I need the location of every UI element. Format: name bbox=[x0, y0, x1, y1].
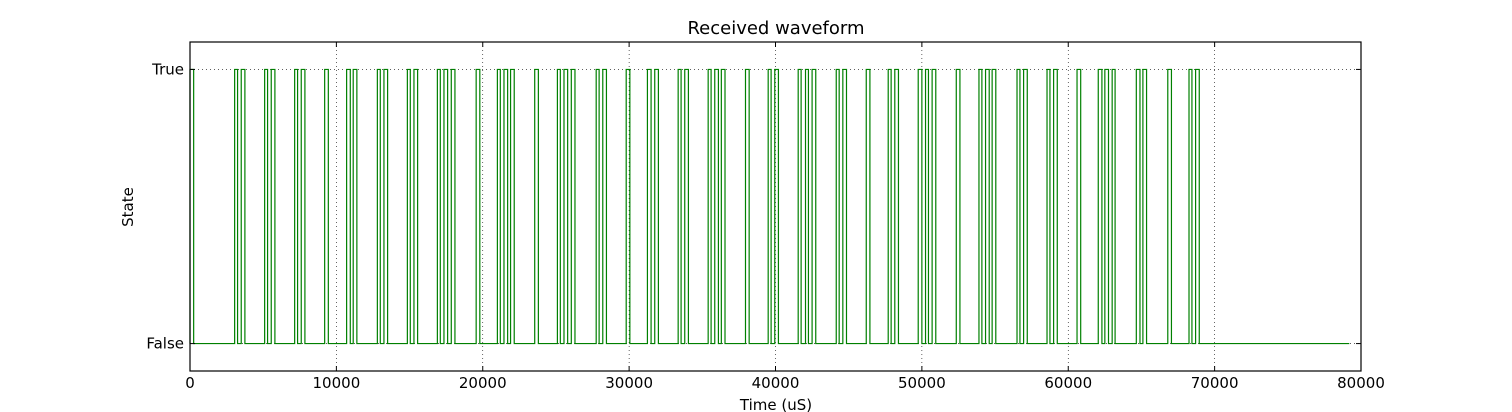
x-tick-label: 10000 bbox=[313, 374, 361, 392]
grid-lines bbox=[190, 42, 1361, 371]
x-tick-label: 50000 bbox=[898, 374, 946, 392]
y-tick-label: False bbox=[146, 335, 184, 353]
x-tick-label: 80000 bbox=[1337, 374, 1385, 392]
x-tick-label: 60000 bbox=[1044, 374, 1092, 392]
x-tick-label: 0 bbox=[185, 374, 195, 392]
x-tick-label: 40000 bbox=[752, 374, 800, 392]
y-axis-label: State bbox=[119, 187, 137, 227]
waveform-series-line bbox=[189, 68, 1350, 345]
y-tick-labels: False True bbox=[146, 60, 184, 352]
y-tick-label: True bbox=[151, 60, 184, 78]
chart-title: Received waveform bbox=[687, 18, 864, 39]
x-tick-label: 30000 bbox=[605, 374, 653, 392]
x-axis-label: Time (uS) bbox=[739, 396, 812, 412]
axis-ticks bbox=[189, 42, 1362, 371]
x-tick-labels: 0 10000 20000 30000 40000 50000 60000 70000 8000… bbox=[185, 374, 1385, 392]
x-tick-label: 20000 bbox=[459, 374, 507, 392]
x-tick-label: 70000 bbox=[1191, 374, 1239, 392]
